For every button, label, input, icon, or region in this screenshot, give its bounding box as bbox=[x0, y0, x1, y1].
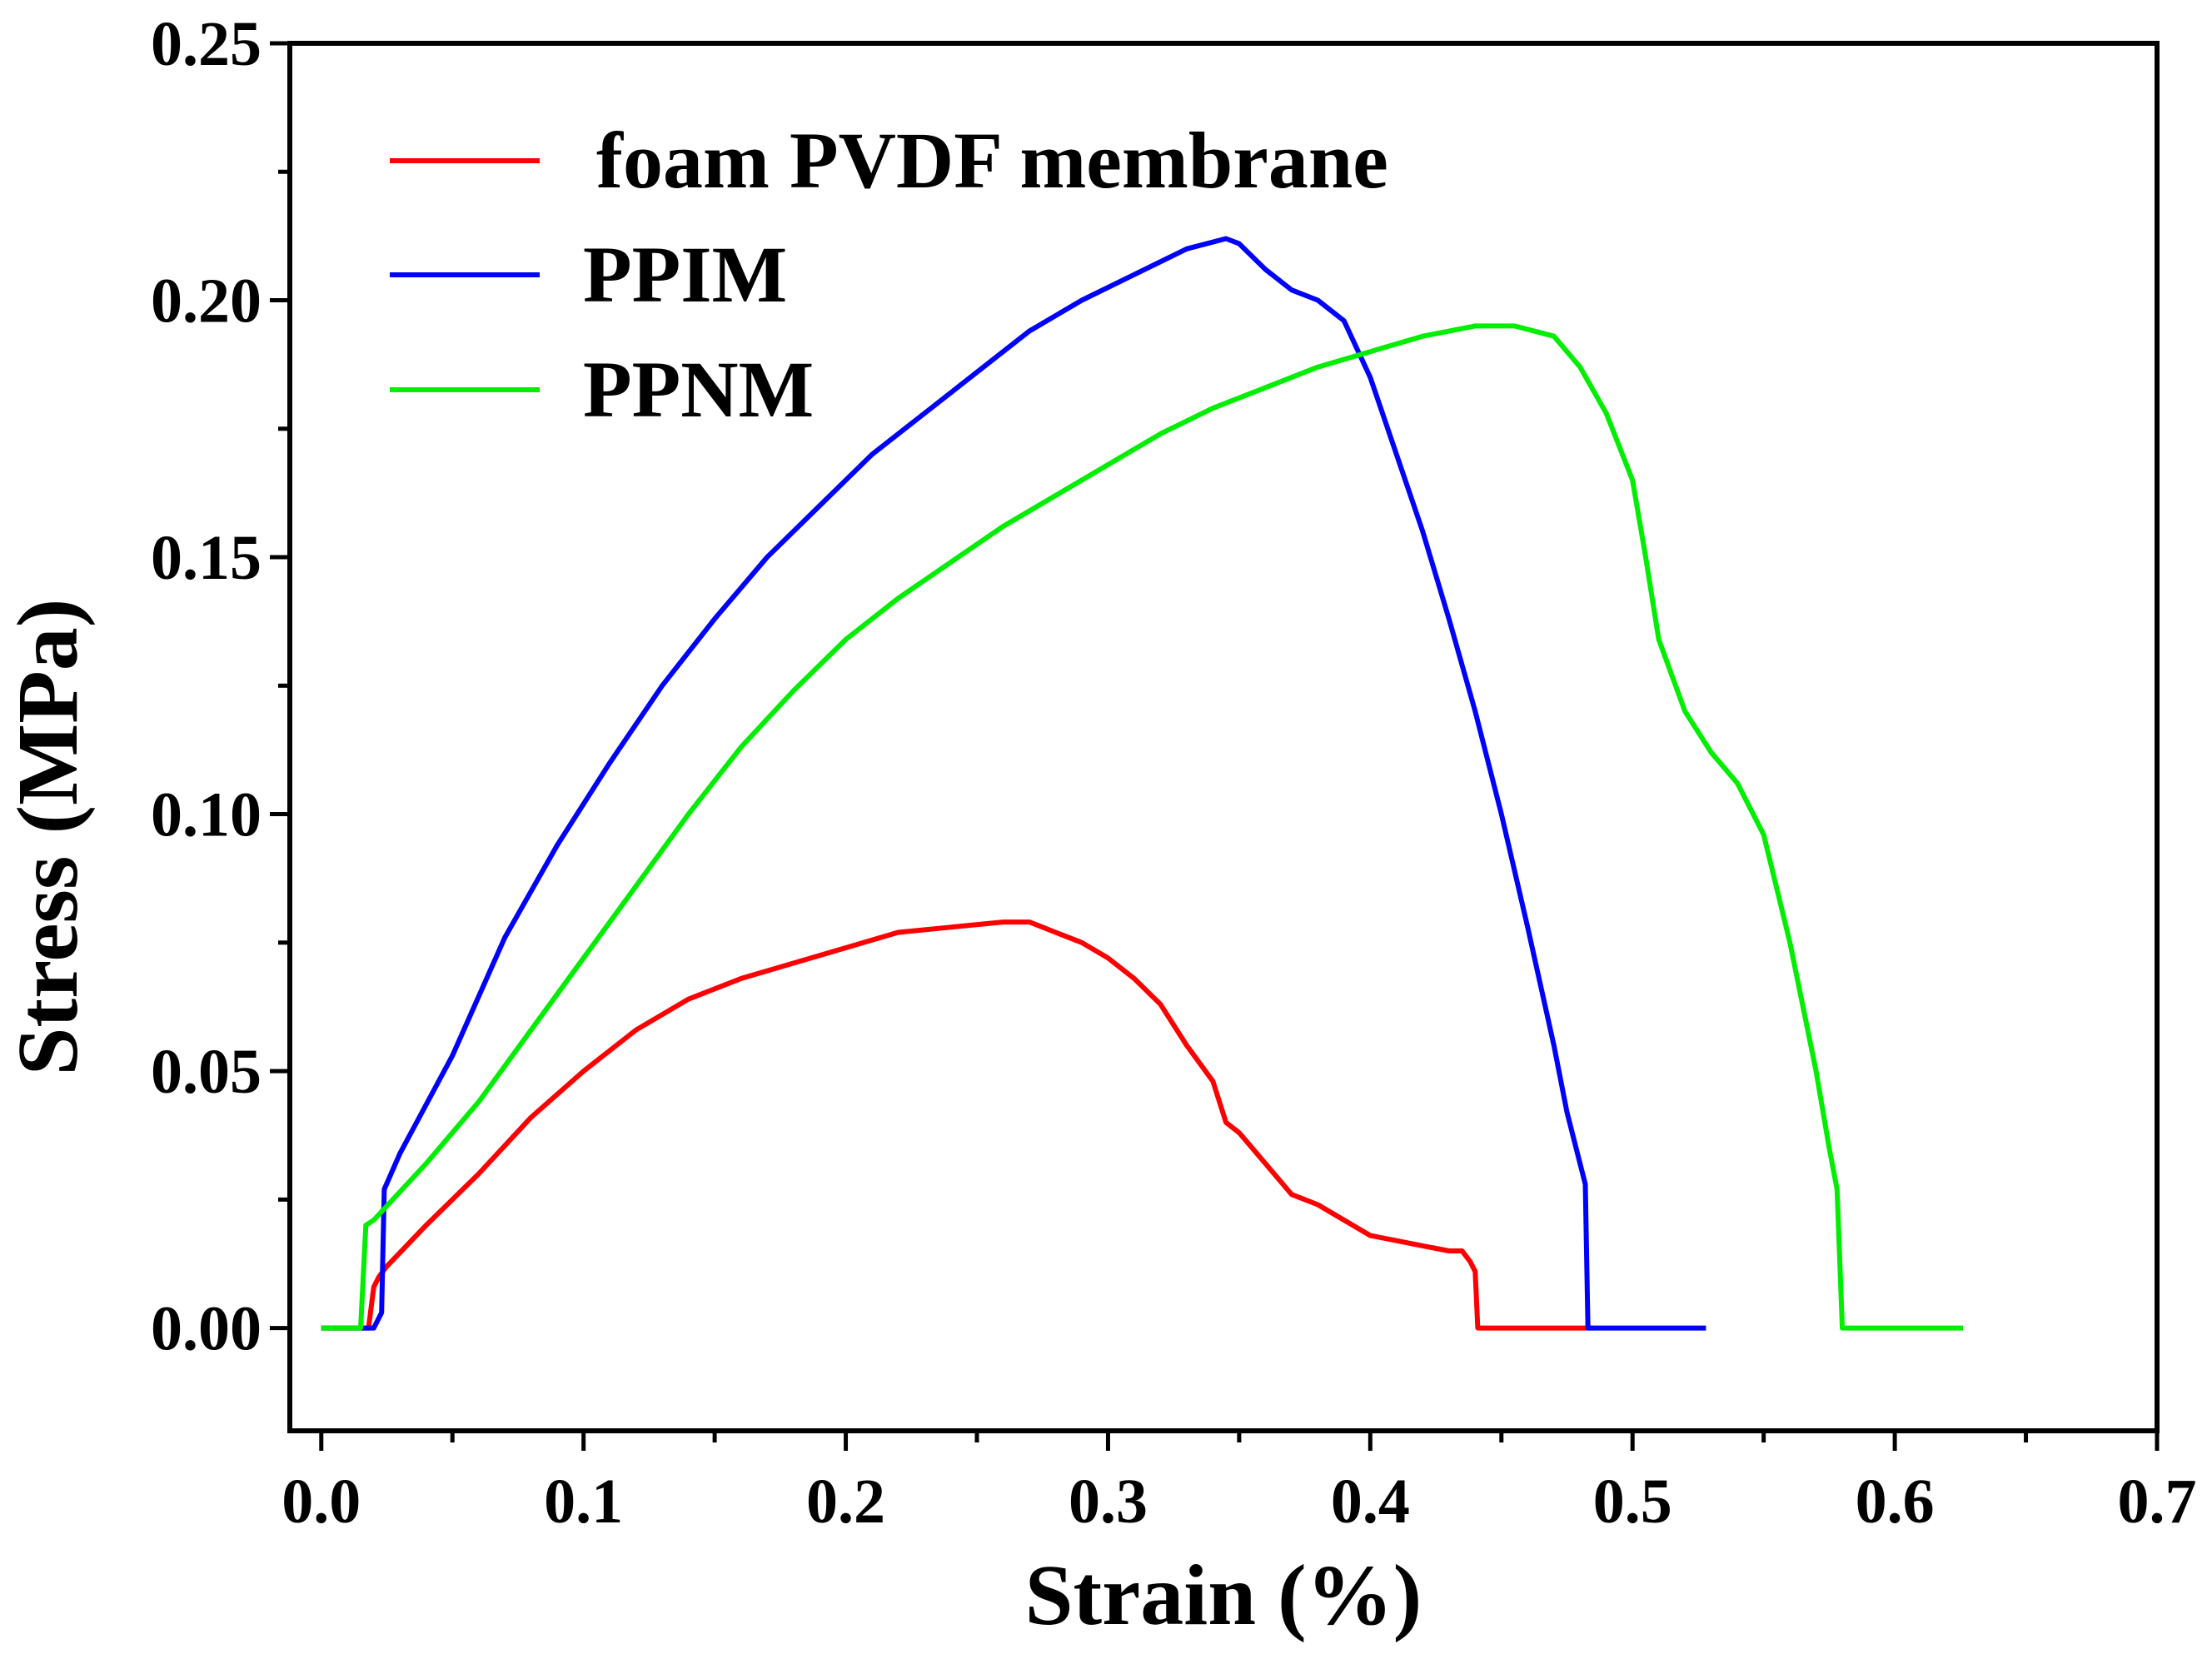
legend-label-ppim: PPIM bbox=[583, 230, 787, 319]
x-tick-label: 0.2 bbox=[806, 1467, 885, 1537]
legend-label-foam-pvdf-membrane: foam PVDF membrane bbox=[596, 116, 1388, 205]
y-axis: 0.00 0.05 0.10 0.15 0.20 0.25 bbox=[151, 9, 290, 1364]
y-tick-label: 0.15 bbox=[151, 523, 262, 593]
y-tick-label: 0.00 bbox=[151, 1294, 262, 1364]
x-axis-title: Strain (%) bbox=[1025, 1547, 1422, 1643]
legend-label-ppnm: PPNM bbox=[583, 345, 814, 434]
y-tick-label: 0.10 bbox=[151, 780, 262, 850]
y-tick-label: 0.20 bbox=[151, 267, 262, 336]
series-line-ppnm bbox=[321, 323, 1963, 1331]
x-axis: 0.0 0.1 0.2 0.3 0.4 0.5 0.6 0.7 bbox=[281, 1431, 2197, 1537]
y-tick-label: 0.05 bbox=[151, 1037, 262, 1107]
y-axis-title: Stress (MPa) bbox=[0, 599, 96, 1076]
y-tick-label: 0.25 bbox=[151, 9, 262, 79]
x-tick-label: 0.4 bbox=[1331, 1467, 1410, 1537]
x-tick-label: 0.0 bbox=[281, 1467, 361, 1537]
x-tick-label: 0.1 bbox=[544, 1467, 623, 1537]
x-tick-label: 0.6 bbox=[1856, 1467, 1935, 1537]
x-tick-label: 0.7 bbox=[2118, 1467, 2197, 1537]
series-line-foam-pvdf-membrane bbox=[321, 919, 1593, 1331]
legend: foam PVDF membrane PPIM PPNM bbox=[390, 116, 1388, 434]
series-line-ppim bbox=[321, 236, 1706, 1331]
x-tick-label: 0.5 bbox=[1593, 1467, 1672, 1537]
series-layer bbox=[321, 236, 1963, 1331]
x-tick-label: 0.3 bbox=[1069, 1467, 1148, 1537]
plot-area-frame bbox=[287, 41, 2160, 1433]
